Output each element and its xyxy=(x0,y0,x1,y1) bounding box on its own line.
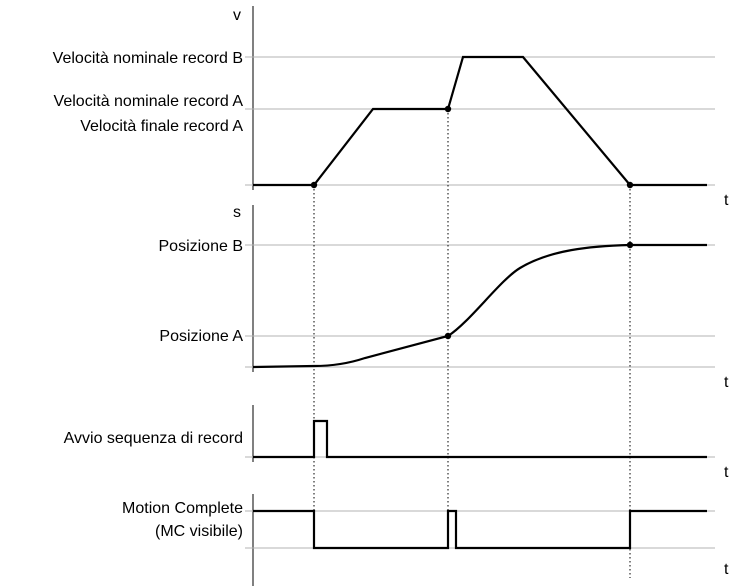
motion-complete-panel: Motion Complete (MC visibile) t xyxy=(122,494,729,586)
label-motion-complete: Motion Complete xyxy=(122,500,243,517)
position-panel: s Posizione B Posizione A t xyxy=(159,204,730,391)
start-sequence-time-label: t xyxy=(724,464,729,481)
velocity-panel: v Velocità nominale record B Velocità no… xyxy=(53,6,729,209)
label-mc-visible: (MC visibile) xyxy=(155,523,243,540)
label-final-speed-a: Velocità finale record A xyxy=(80,118,243,135)
velocity-trace xyxy=(253,55,707,187)
label-position-a: Posizione A xyxy=(159,328,243,345)
label-nominal-speed-b: Velocità nominale record B xyxy=(53,50,243,67)
motion-complete-trace xyxy=(253,509,707,550)
label-start-sequence: Avvio sequenza di record xyxy=(64,430,243,447)
label-nominal-speed-a: Velocità nominale record A xyxy=(54,93,244,110)
position-axis-label: s xyxy=(233,204,241,221)
velocity-axis-label: v xyxy=(233,7,241,24)
label-position-b: Posizione B xyxy=(159,238,244,255)
motion-complete-time-label: t xyxy=(724,561,729,578)
position-time-label: t xyxy=(724,374,729,391)
position-trace xyxy=(252,243,707,369)
start-sequence-trace xyxy=(253,419,707,459)
position-a-point xyxy=(444,332,452,340)
start-sequence-panel: Avvio sequenza di record t xyxy=(64,405,729,481)
velocity-time-label: t xyxy=(724,192,729,209)
